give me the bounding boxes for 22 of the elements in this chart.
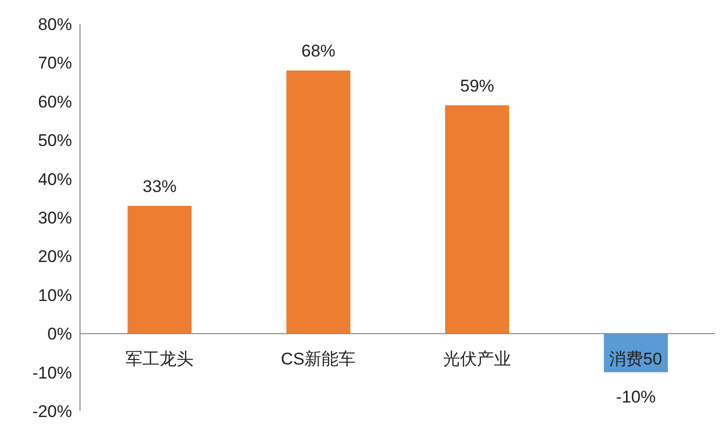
x-tick-label: CS新能车: [280, 349, 356, 368]
bar: [128, 206, 192, 334]
y-tick-label: 60%: [38, 92, 72, 112]
y-tick-label: -10%: [32, 363, 72, 382]
data-label: 59%: [460, 76, 494, 96]
bar: [286, 70, 350, 334]
y-tick-label: 70%: [38, 54, 72, 73]
y-tick-label: 80%: [38, 15, 72, 34]
x-tick-label: 消费50: [609, 349, 662, 368]
y-tick-label: 30%: [38, 208, 72, 228]
x-tick-label: 光伏产业: [442, 349, 511, 368]
x-tick-label: 军工龙头: [125, 349, 194, 368]
data-label: -10%: [616, 387, 656, 406]
y-tick-label: 40%: [38, 170, 72, 189]
y-tick-label: 0%: [47, 324, 72, 344]
data-label: 33%: [142, 176, 177, 196]
y-tick-label: 10%: [38, 286, 72, 305]
y-tick-label: -20%: [32, 402, 72, 422]
bar: [445, 105, 510, 334]
data-label: 68%: [301, 41, 336, 60]
y-tick-label: 20%: [38, 247, 72, 266]
y-tick-label: 50%: [38, 131, 72, 150]
